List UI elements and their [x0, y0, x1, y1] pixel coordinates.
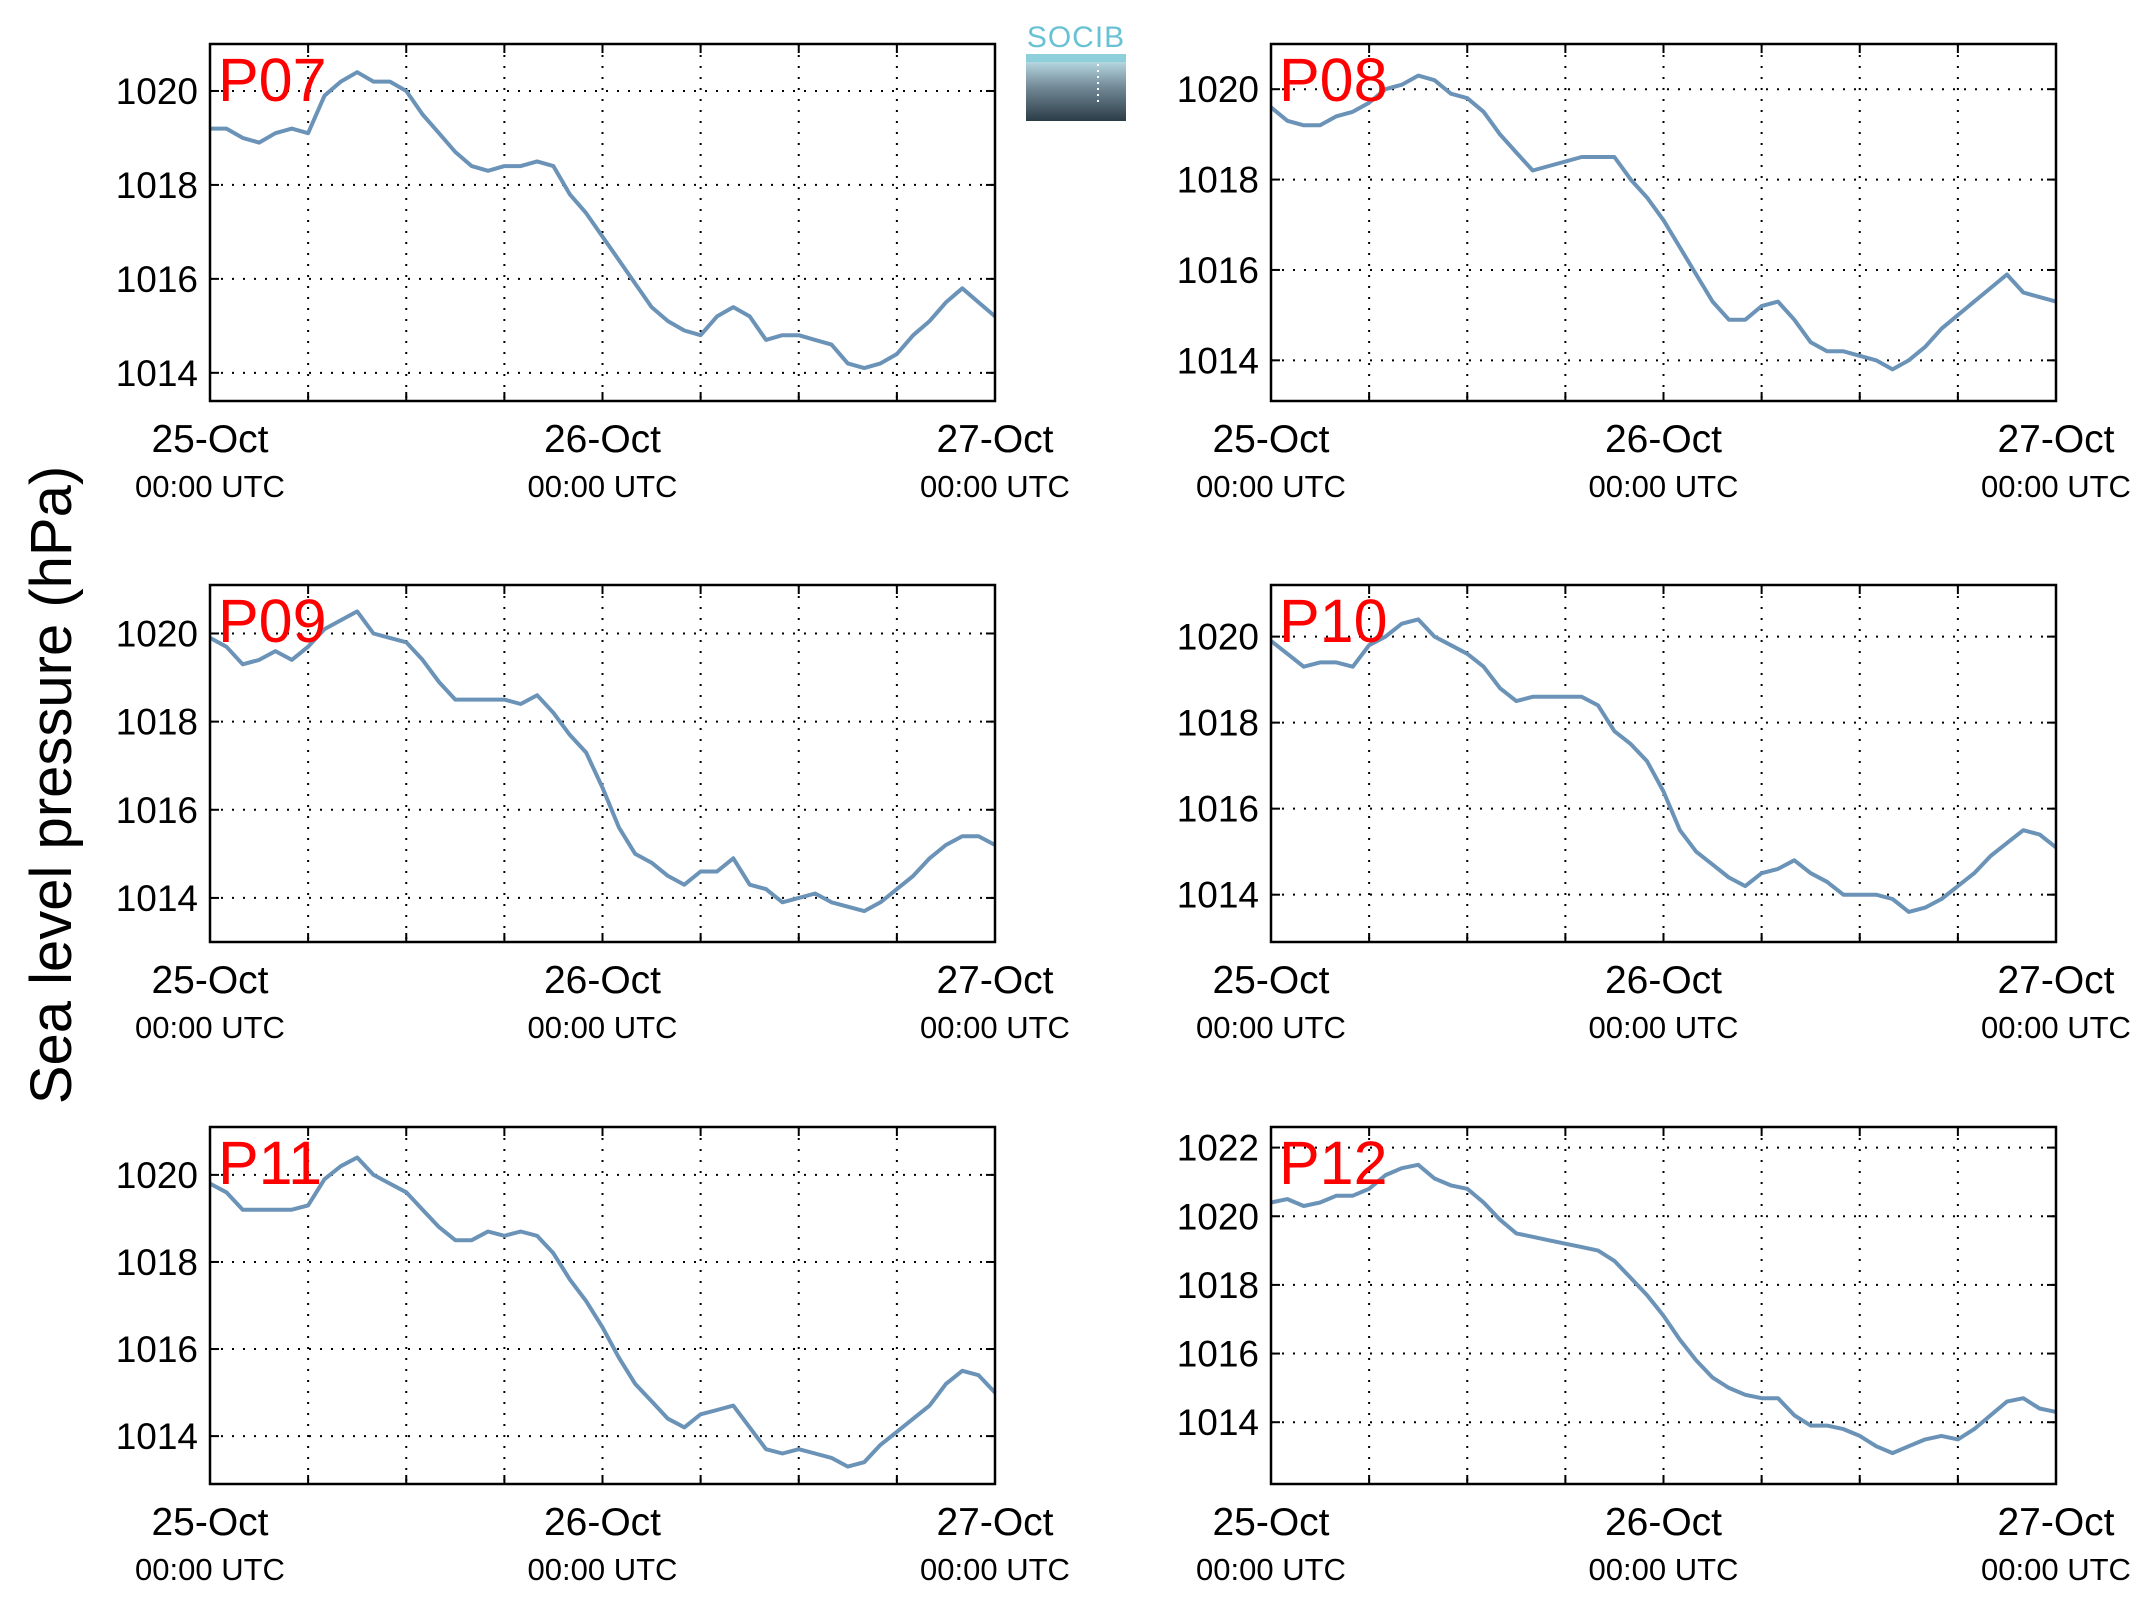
panel-P08: 1014 1016 1018 1020 25-Oct 00:00 UTC 26-Oct 00:…: [1177, 42, 2131, 504]
x-tick-date: 27-Oct: [1997, 959, 2114, 1002]
y-tick-label: 1014: [1177, 1402, 1259, 1443]
x-tick-date: 27-Oct: [936, 418, 1053, 461]
x-tick-time: 00:00 UTC: [528, 469, 678, 504]
series-line: [209, 609, 996, 914]
panel-P11: 1014 1016 1018 1020 25-Oct 00:00 UTC 26-Oct 00:…: [116, 1125, 1070, 1587]
x-tick-time: 00:00 UTC: [1196, 1010, 1346, 1045]
x-tick-date: 26-Oct: [544, 418, 661, 461]
x-tick-time: 00:00 UTC: [920, 469, 1070, 504]
socib-logo: SOCIB: [1026, 21, 1126, 121]
x-tick-date: 27-Oct: [936, 1501, 1053, 1544]
y-tick-label: 1014: [1177, 340, 1259, 381]
axes-frame: [208, 42, 997, 403]
panel-P12: 1014 1016 1018 1020 1022 25-Oct 00:00 UTC 26-Oc…: [1177, 1125, 2131, 1587]
x-tick-date: 25-Oct: [1212, 418, 1329, 461]
y-tick-label: 1014: [116, 878, 198, 919]
y-tick-label: 1018: [116, 702, 198, 743]
logo-block: [1026, 62, 1126, 121]
series-line: [209, 1155, 997, 1469]
y-tick-label: 1018: [1177, 160, 1259, 201]
y-tick-label: 1014: [1177, 875, 1259, 916]
x-tick-time: 00:00 UTC: [135, 1010, 285, 1045]
panel-label: P08: [1279, 46, 1388, 114]
x-tick-date: 27-Oct: [1997, 418, 2114, 461]
panel-label: P10: [1279, 587, 1388, 655]
panel-P10: 1014 1016 1018 1020 25-Oct 00:00 UTC 26-Oct 00:…: [1177, 583, 2131, 1045]
series-line: [1269, 617, 2058, 914]
x-tick-date: 25-Oct: [151, 418, 268, 461]
x-tick-time: 00:00 UTC: [135, 469, 285, 504]
panel-label: P12: [1279, 1129, 1388, 1197]
logo-text: SOCIB: [1027, 21, 1125, 54]
panel-label: P07: [218, 46, 327, 114]
y-tick-label: 1016: [116, 1329, 198, 1370]
panel-P09: 1014 1016 1018 1020 25-Oct 00:00 UTC 26-Oct 00:…: [116, 583, 1070, 1045]
x-tick-time: 00:00 UTC: [1981, 1552, 2131, 1587]
y-tick-label: 1016: [1177, 250, 1259, 291]
x-tick-time: 00:00 UTC: [1589, 1010, 1739, 1045]
panel-P07: 1014 1016 1018 1020 25-Oct 00:00 UTC 26-Oct 00:…: [116, 42, 1070, 504]
x-tick-date: 26-Oct: [544, 959, 661, 1002]
x-tick-time: 00:00 UTC: [528, 1552, 678, 1587]
x-tick-date: 27-Oct: [1997, 1501, 2114, 1544]
y-tick-label: 1018: [1177, 1265, 1259, 1306]
x-tick-date: 25-Oct: [151, 1501, 268, 1544]
x-tick-time: 00:00 UTC: [1196, 1552, 1346, 1587]
y-tick-label: 1020: [1177, 617, 1259, 658]
y-tick-label: 1016: [1177, 789, 1259, 830]
x-tick-time: 00:00 UTC: [1981, 1010, 2131, 1045]
y-tick-label: 1014: [116, 353, 198, 394]
x-tick-date: 26-Oct: [1605, 418, 1722, 461]
x-tick-date: 26-Oct: [1605, 959, 1722, 1002]
y-tick-label: 1016: [116, 790, 198, 831]
y-tick-label: 1020: [1177, 69, 1259, 110]
x-tick-date: 25-Oct: [1212, 959, 1329, 1002]
x-tick-time: 00:00 UTC: [920, 1552, 1070, 1587]
series-line: [210, 70, 997, 371]
panel-label: P11: [218, 1129, 322, 1197]
y-tick-label: 1014: [116, 1416, 198, 1457]
panel-label: P09: [218, 587, 327, 655]
y-tick-label: 1016: [116, 259, 198, 300]
x-tick-time: 00:00 UTC: [1589, 1552, 1739, 1587]
y-tick-label: 1018: [1177, 703, 1259, 744]
y-tick-label: 1020: [116, 613, 198, 654]
logo-band: [1026, 54, 1126, 62]
series-line: [1269, 73, 2057, 372]
series-line: [1270, 1162, 2057, 1456]
x-tick-date: 27-Oct: [936, 959, 1053, 1002]
y-tick-label: 1022: [1177, 1128, 1259, 1169]
y-tick-label: 1020: [116, 1155, 198, 1196]
axes-frame: [1269, 42, 2058, 403]
x-tick-time: 00:00 UTC: [920, 1010, 1070, 1045]
x-tick-date: 25-Oct: [1212, 1501, 1329, 1544]
axes-frame: [1269, 583, 2058, 944]
axes-frame: [1269, 1125, 2058, 1486]
y-tick-label: 1020: [1177, 1196, 1259, 1237]
y-axis-label: Sea level pressure (hPa): [19, 466, 84, 1104]
x-tick-time: 00:00 UTC: [528, 1010, 678, 1045]
x-tick-date: 25-Oct: [151, 959, 268, 1002]
y-tick-label: 1020: [116, 71, 198, 112]
axes-frame: [208, 1125, 997, 1486]
x-tick-date: 26-Oct: [544, 1501, 661, 1544]
y-tick-label: 1018: [116, 165, 198, 206]
x-tick-time: 00:00 UTC: [135, 1552, 285, 1587]
x-tick-time: 00:00 UTC: [1589, 469, 1739, 504]
y-tick-label: 1018: [116, 1242, 198, 1283]
x-tick-time: 00:00 UTC: [1196, 469, 1346, 504]
y-tick-label: 1016: [1177, 1334, 1259, 1375]
x-tick-time: 00:00 UTC: [1981, 469, 2131, 504]
x-tick-date: 26-Oct: [1605, 1501, 1722, 1544]
axes-frame: [208, 583, 997, 944]
